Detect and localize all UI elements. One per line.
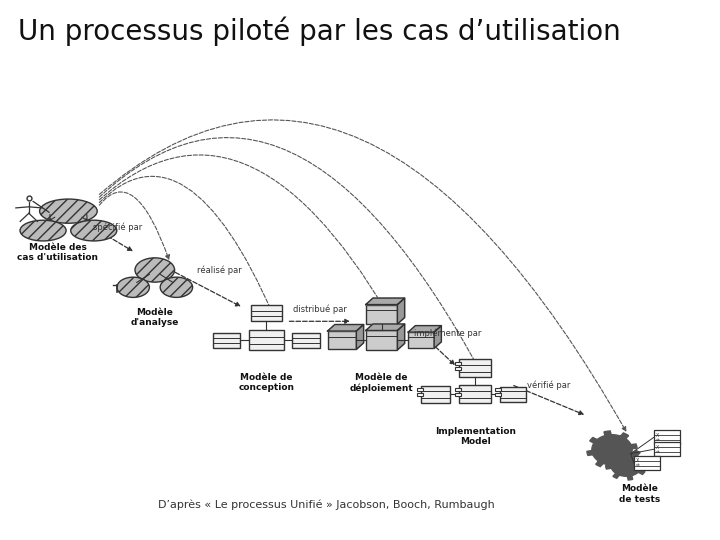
Polygon shape [328, 325, 364, 331]
Text: Modèle de
déploiement: Modèle de déploiement [350, 373, 413, 393]
FancyBboxPatch shape [417, 393, 423, 396]
Text: spécifié par: spécifié par [93, 222, 142, 232]
Polygon shape [587, 431, 637, 469]
FancyBboxPatch shape [459, 385, 491, 403]
FancyBboxPatch shape [455, 393, 461, 396]
Text: distribué par: distribué par [293, 305, 346, 314]
FancyBboxPatch shape [292, 333, 320, 348]
Text: X: X [656, 445, 660, 450]
FancyBboxPatch shape [459, 359, 491, 377]
FancyBboxPatch shape [500, 387, 526, 402]
FancyBboxPatch shape [495, 388, 501, 391]
Text: X: X [636, 458, 639, 463]
FancyArrowPatch shape [99, 155, 388, 315]
Ellipse shape [71, 220, 117, 241]
Text: ok: ok [656, 450, 661, 454]
FancyBboxPatch shape [421, 386, 450, 403]
Polygon shape [356, 325, 364, 349]
FancyBboxPatch shape [455, 362, 461, 365]
FancyBboxPatch shape [366, 330, 397, 350]
FancyBboxPatch shape [251, 305, 282, 321]
FancyBboxPatch shape [634, 456, 660, 470]
Polygon shape [366, 298, 405, 305]
FancyBboxPatch shape [328, 331, 356, 349]
FancyBboxPatch shape [654, 442, 680, 456]
Text: ok: ok [636, 463, 641, 467]
Text: réalisé par: réalisé par [197, 266, 242, 275]
FancyBboxPatch shape [408, 332, 434, 348]
Text: Modèle des
cas d'utilisation: Modèle des cas d'utilisation [17, 243, 98, 262]
Text: Un processus piloté par les cas d’utilisation: Un processus piloté par les cas d’utilis… [18, 16, 621, 46]
Text: Modèle de
conception: Modèle de conception [238, 373, 294, 392]
FancyBboxPatch shape [213, 333, 240, 348]
Polygon shape [397, 324, 405, 350]
Text: vérifié par: vérifié par [527, 380, 570, 390]
Ellipse shape [20, 220, 66, 241]
FancyBboxPatch shape [455, 367, 461, 370]
Text: D’après « Le processus Unifié » Jacobson, Booch, Rumbaugh: D’après « Le processus Unifié » Jacobson… [158, 500, 495, 510]
FancyArrowPatch shape [99, 120, 626, 431]
FancyBboxPatch shape [366, 305, 397, 324]
Ellipse shape [40, 199, 97, 223]
FancyBboxPatch shape [417, 388, 423, 391]
Polygon shape [408, 326, 441, 332]
Polygon shape [434, 326, 441, 348]
FancyBboxPatch shape [495, 393, 501, 396]
Text: X: X [656, 433, 660, 438]
FancyBboxPatch shape [455, 388, 461, 391]
Text: Modèle
d'analyse: Modèle d'analyse [130, 308, 179, 327]
Polygon shape [366, 324, 405, 330]
FancyBboxPatch shape [654, 430, 680, 444]
FancyArrowPatch shape [99, 177, 274, 315]
Ellipse shape [117, 277, 150, 298]
Text: implémente par: implémente par [414, 328, 482, 338]
Text: Modèle
de tests: Modèle de tests [618, 484, 660, 504]
Text: ok: ok [656, 438, 661, 442]
Text: Implementation
Model: Implementation Model [435, 427, 516, 446]
Polygon shape [606, 449, 647, 480]
FancyArrowPatch shape [99, 138, 482, 374]
FancyBboxPatch shape [249, 330, 284, 350]
Ellipse shape [160, 277, 193, 298]
Ellipse shape [135, 258, 175, 282]
Polygon shape [397, 298, 405, 324]
FancyArrowPatch shape [99, 192, 169, 259]
